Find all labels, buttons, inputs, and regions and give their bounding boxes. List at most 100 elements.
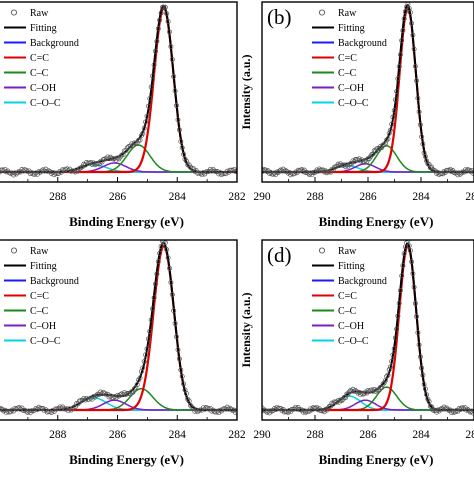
legend-label: C=C <box>338 291 357 302</box>
legend-label: C=C <box>338 53 357 64</box>
legend-item-cc-double: C=C <box>312 291 357 302</box>
legend-label: C–O–C <box>30 98 61 109</box>
legend-label: Background <box>338 276 387 287</box>
legend-label: Raw <box>338 246 357 257</box>
legend-label: Fitting <box>338 23 365 34</box>
legend-item-cc-single: C–C <box>4 306 49 317</box>
legend-item-cc-double: C=C <box>4 53 49 64</box>
x-tick-label: 286 <box>359 429 377 441</box>
fitting-line-d <box>262 244 474 411</box>
x-tick-label: 284 <box>169 429 187 441</box>
legend-label: C=C <box>30 291 49 302</box>
legend-item-background: Background <box>312 276 387 287</box>
legend-item-background: Background <box>4 38 79 49</box>
cc-double-peak-b <box>262 8 474 172</box>
x-tick-label: 282 <box>228 191 246 203</box>
legend-item-fitting: Fitting <box>4 23 57 34</box>
legend-label: C–C <box>338 68 357 79</box>
legend-item-raw: Raw <box>319 8 357 19</box>
legend-item-raw: Raw <box>319 246 357 257</box>
legend-swatch <box>11 10 16 15</box>
legend-item-fitting: Fitting <box>312 261 365 272</box>
legend-label: C–OH <box>338 83 364 94</box>
legend-swatch <box>319 10 324 15</box>
legend-label: Fitting <box>30 23 57 34</box>
x-tick-label: 290 <box>253 191 271 203</box>
panel-d: 290 288 286 284 282 Binding Energy (eV) Intens… <box>239 239 474 467</box>
legend-swatch <box>11 248 16 253</box>
legend-label: C–OH <box>338 321 364 332</box>
legend-item-background: Background <box>4 276 79 287</box>
legend-item-fitting: Fitting <box>312 23 365 34</box>
legend-item-cc-single: C–C <box>312 68 357 79</box>
x-tick-label: 284 <box>412 429 430 441</box>
legend-label: C–C <box>30 68 49 79</box>
x-tick-label: 286 <box>359 191 377 203</box>
x-axis-title-c: Binding Energy (eV) <box>69 452 184 467</box>
legend-label: C–OH <box>30 83 56 94</box>
legend-label: Raw <box>338 8 357 19</box>
x-tick-label: 286 <box>109 429 127 441</box>
legend-label: Background <box>30 38 79 49</box>
legend-label: C–C <box>30 306 49 317</box>
panel-letter-b: (b) <box>267 5 292 29</box>
plot-area-d <box>260 239 474 415</box>
legend-swatch <box>319 248 324 253</box>
x-tick-label: 288 <box>306 429 324 441</box>
panel-b: 290 288 286 284 282 Binding Energy (eV) Intens… <box>239 2 474 229</box>
legend-item-coc: C–O–C <box>4 336 61 347</box>
legend-label: Fitting <box>30 261 57 272</box>
panel-letter-d: (d) <box>267 243 292 267</box>
legend-label: C–OH <box>30 321 56 332</box>
legend-c: Raw Fitting Background C=C C–C C–OH C–O–C <box>4 246 79 347</box>
x-tick-label: 284 <box>169 191 187 203</box>
legend-item-coc: C–O–C <box>4 98 61 109</box>
legend-item-coh: C–OH <box>312 83 364 94</box>
x-tick-label: 288 <box>49 191 67 203</box>
legend-label: C–O–C <box>338 336 369 347</box>
x-axis-title-d: Binding Energy (eV) <box>319 452 434 467</box>
x-tick-label: 286 <box>109 191 127 203</box>
x-tick-label: 284 <box>412 191 430 203</box>
legend-item-coh: C–OH <box>312 321 364 332</box>
legend-label: Background <box>338 38 387 49</box>
legend-a: Raw Fitting Background C=C C–C C–OH C–O–C <box>4 8 79 109</box>
legend-label: C–O–C <box>30 336 61 347</box>
legend-label: Raw <box>30 8 49 19</box>
y-axis-title-b: Intensity (a.u.) <box>239 54 253 129</box>
legend-item-cc-single: C–C <box>4 68 49 79</box>
x-axis-title-b: Binding Energy (eV) <box>319 214 434 229</box>
legend-label: Fitting <box>338 261 365 272</box>
legend-label: Background <box>30 276 79 287</box>
legend-item-fitting: Fitting <box>4 261 57 272</box>
legend-item-raw: Raw <box>11 246 49 257</box>
legend-label: C–C <box>338 306 357 317</box>
plot-area-b <box>260 2 474 177</box>
x-tick-label: 282 <box>465 191 474 203</box>
x-tick-label: 288 <box>306 191 324 203</box>
axes-frame-b <box>262 2 474 182</box>
legend-item-cc-double: C=C <box>312 53 357 64</box>
x-axis-title-a: Binding Energy (eV) <box>69 214 184 229</box>
x-tick-label: 288 <box>49 429 67 441</box>
x-tick-label: 282 <box>228 429 246 441</box>
legend-d: Raw Fitting Background C=C C–C C–OH C–O–C <box>312 246 387 347</box>
legend-label: Raw <box>30 246 49 257</box>
legend-item-coh: C–OH <box>4 83 56 94</box>
legend-item-coh: C–OH <box>4 321 56 332</box>
legend-item-coc: C–O–C <box>312 98 369 109</box>
legend-label: C–O–C <box>338 98 369 109</box>
legend-b: Raw Fitting Background C=C C–C C–OH C–O–C <box>312 8 387 109</box>
x-tick-label: 290 <box>253 429 271 441</box>
legend-item-cc-double: C=C <box>4 291 49 302</box>
panel-c: 288 286 284 282 Binding Energy (eV) Raw Fittin… <box>0 239 246 467</box>
legend-item-coc: C–O–C <box>312 336 369 347</box>
legend-label: C=C <box>30 53 49 64</box>
fitting-line-b <box>262 5 474 172</box>
legend-item-raw: Raw <box>11 8 49 19</box>
y-axis-title-d: Intensity (a.u.) <box>239 292 253 367</box>
panel-a: 288 286 284 282 Binding Energy (eV) Raw Fittin… <box>0 2 246 229</box>
x-tick-label: 282 <box>465 429 474 441</box>
